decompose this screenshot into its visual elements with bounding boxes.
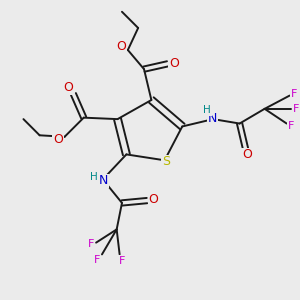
Text: O: O xyxy=(169,57,179,70)
Text: O: O xyxy=(116,40,126,53)
Text: N: N xyxy=(208,112,217,125)
Text: H: H xyxy=(90,172,97,182)
Text: F: F xyxy=(88,239,94,249)
Text: O: O xyxy=(148,193,158,206)
Text: N: N xyxy=(99,174,108,188)
Text: H: H xyxy=(203,105,211,115)
Text: O: O xyxy=(242,148,252,161)
Text: F: F xyxy=(119,256,125,266)
Text: F: F xyxy=(291,89,297,99)
Text: S: S xyxy=(162,155,170,168)
Text: O: O xyxy=(63,81,73,94)
Text: O: O xyxy=(53,133,63,146)
Text: F: F xyxy=(293,104,300,114)
Text: F: F xyxy=(94,255,100,265)
Text: F: F xyxy=(288,121,294,131)
